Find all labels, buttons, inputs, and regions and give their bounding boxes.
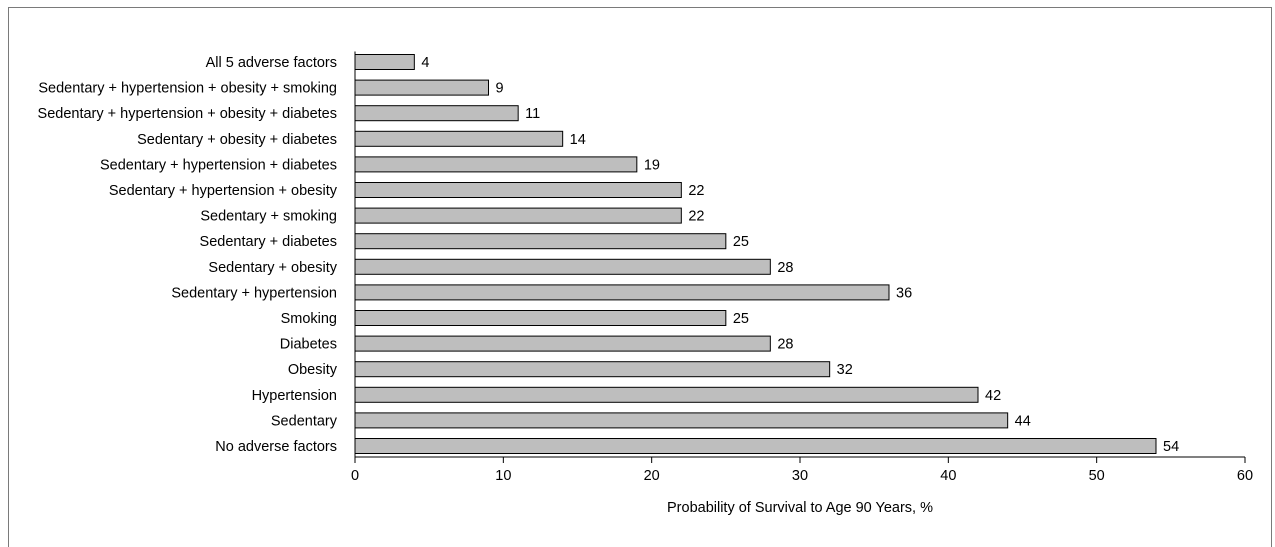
- value-label: 9: [496, 81, 504, 97]
- category-label: No adverse factors: [215, 439, 337, 455]
- value-labels: 4 9 11 14 19 22 22 25 28 36 25 28 32 42 44 54: [421, 55, 1179, 455]
- category-label: Sedentary + hypertension + diabetes: [100, 157, 337, 173]
- bar: [354, 258, 771, 275]
- value-label: 28: [777, 260, 793, 276]
- bar: [354, 412, 1009, 429]
- category-label: Obesity: [288, 362, 338, 378]
- value-label: 25: [733, 234, 749, 250]
- category-label: Sedentary + obesity: [208, 260, 337, 276]
- category-label: Sedentary + hypertension: [171, 285, 337, 301]
- x-tick-label: 20: [644, 468, 660, 484]
- category-label: Sedentary + hypertension + obesity + dia…: [38, 106, 337, 122]
- x-tick-label: 30: [792, 468, 808, 484]
- category-label: Diabetes: [280, 337, 337, 353]
- category-label: Smoking: [281, 311, 337, 327]
- value-label: 19: [644, 157, 660, 173]
- bar: [354, 233, 727, 250]
- value-label: 11: [525, 106, 540, 122]
- category-label: All 5 adverse factors: [206, 55, 337, 71]
- x-tick-label: 0: [351, 468, 359, 484]
- bar: [354, 130, 564, 147]
- category-label: Sedentary + diabetes: [200, 234, 337, 250]
- x-tick-label: 40: [940, 468, 956, 484]
- bar: [354, 335, 771, 352]
- bars-layer: [354, 54, 1157, 454]
- bar: [354, 156, 638, 173]
- category-labels: All 5 adverse factors Sedentary + hyperte…: [38, 55, 338, 455]
- x-axis: 0 10 20 30 40 50 60: [351, 51, 1253, 484]
- bar: [354, 386, 979, 403]
- value-label: 28: [777, 337, 793, 353]
- bar: [354, 207, 682, 224]
- value-label: 22: [688, 209, 704, 225]
- value-label: 32: [837, 362, 853, 378]
- value-label: 44: [1015, 413, 1031, 429]
- x-tick-label: 10: [495, 468, 511, 484]
- value-label: 36: [896, 285, 912, 301]
- value-label: 22: [688, 183, 704, 199]
- bar: [354, 284, 890, 301]
- value-label: 4: [421, 55, 429, 71]
- value-label: 25: [733, 311, 749, 327]
- value-label: 42: [985, 388, 1001, 404]
- value-label: 54: [1163, 439, 1179, 455]
- category-label: Sedentary + smoking: [200, 209, 337, 225]
- category-label: Hypertension: [252, 388, 337, 404]
- bar: [354, 361, 831, 378]
- bar: [354, 79, 489, 96]
- bar: [354, 438, 1157, 454]
- category-label: Sedentary + obesity + diabetes: [137, 132, 337, 148]
- bar: [354, 310, 727, 326]
- category-label: Sedentary + hypertension + obesity + smo…: [38, 81, 337, 97]
- bar: [354, 105, 519, 122]
- x-axis-title: Probability of Survival to Age 90 Years,…: [667, 500, 933, 516]
- x-tick-label: 50: [1089, 468, 1105, 484]
- x-tick-label: 60: [1237, 468, 1253, 484]
- value-label: 14: [570, 132, 586, 148]
- category-label: Sedentary + hypertension + obesity: [109, 183, 338, 199]
- bar: [354, 182, 682, 198]
- category-label: Sedentary: [271, 413, 338, 429]
- figure-frame: [8, 7, 1272, 547]
- bar: [354, 54, 415, 70]
